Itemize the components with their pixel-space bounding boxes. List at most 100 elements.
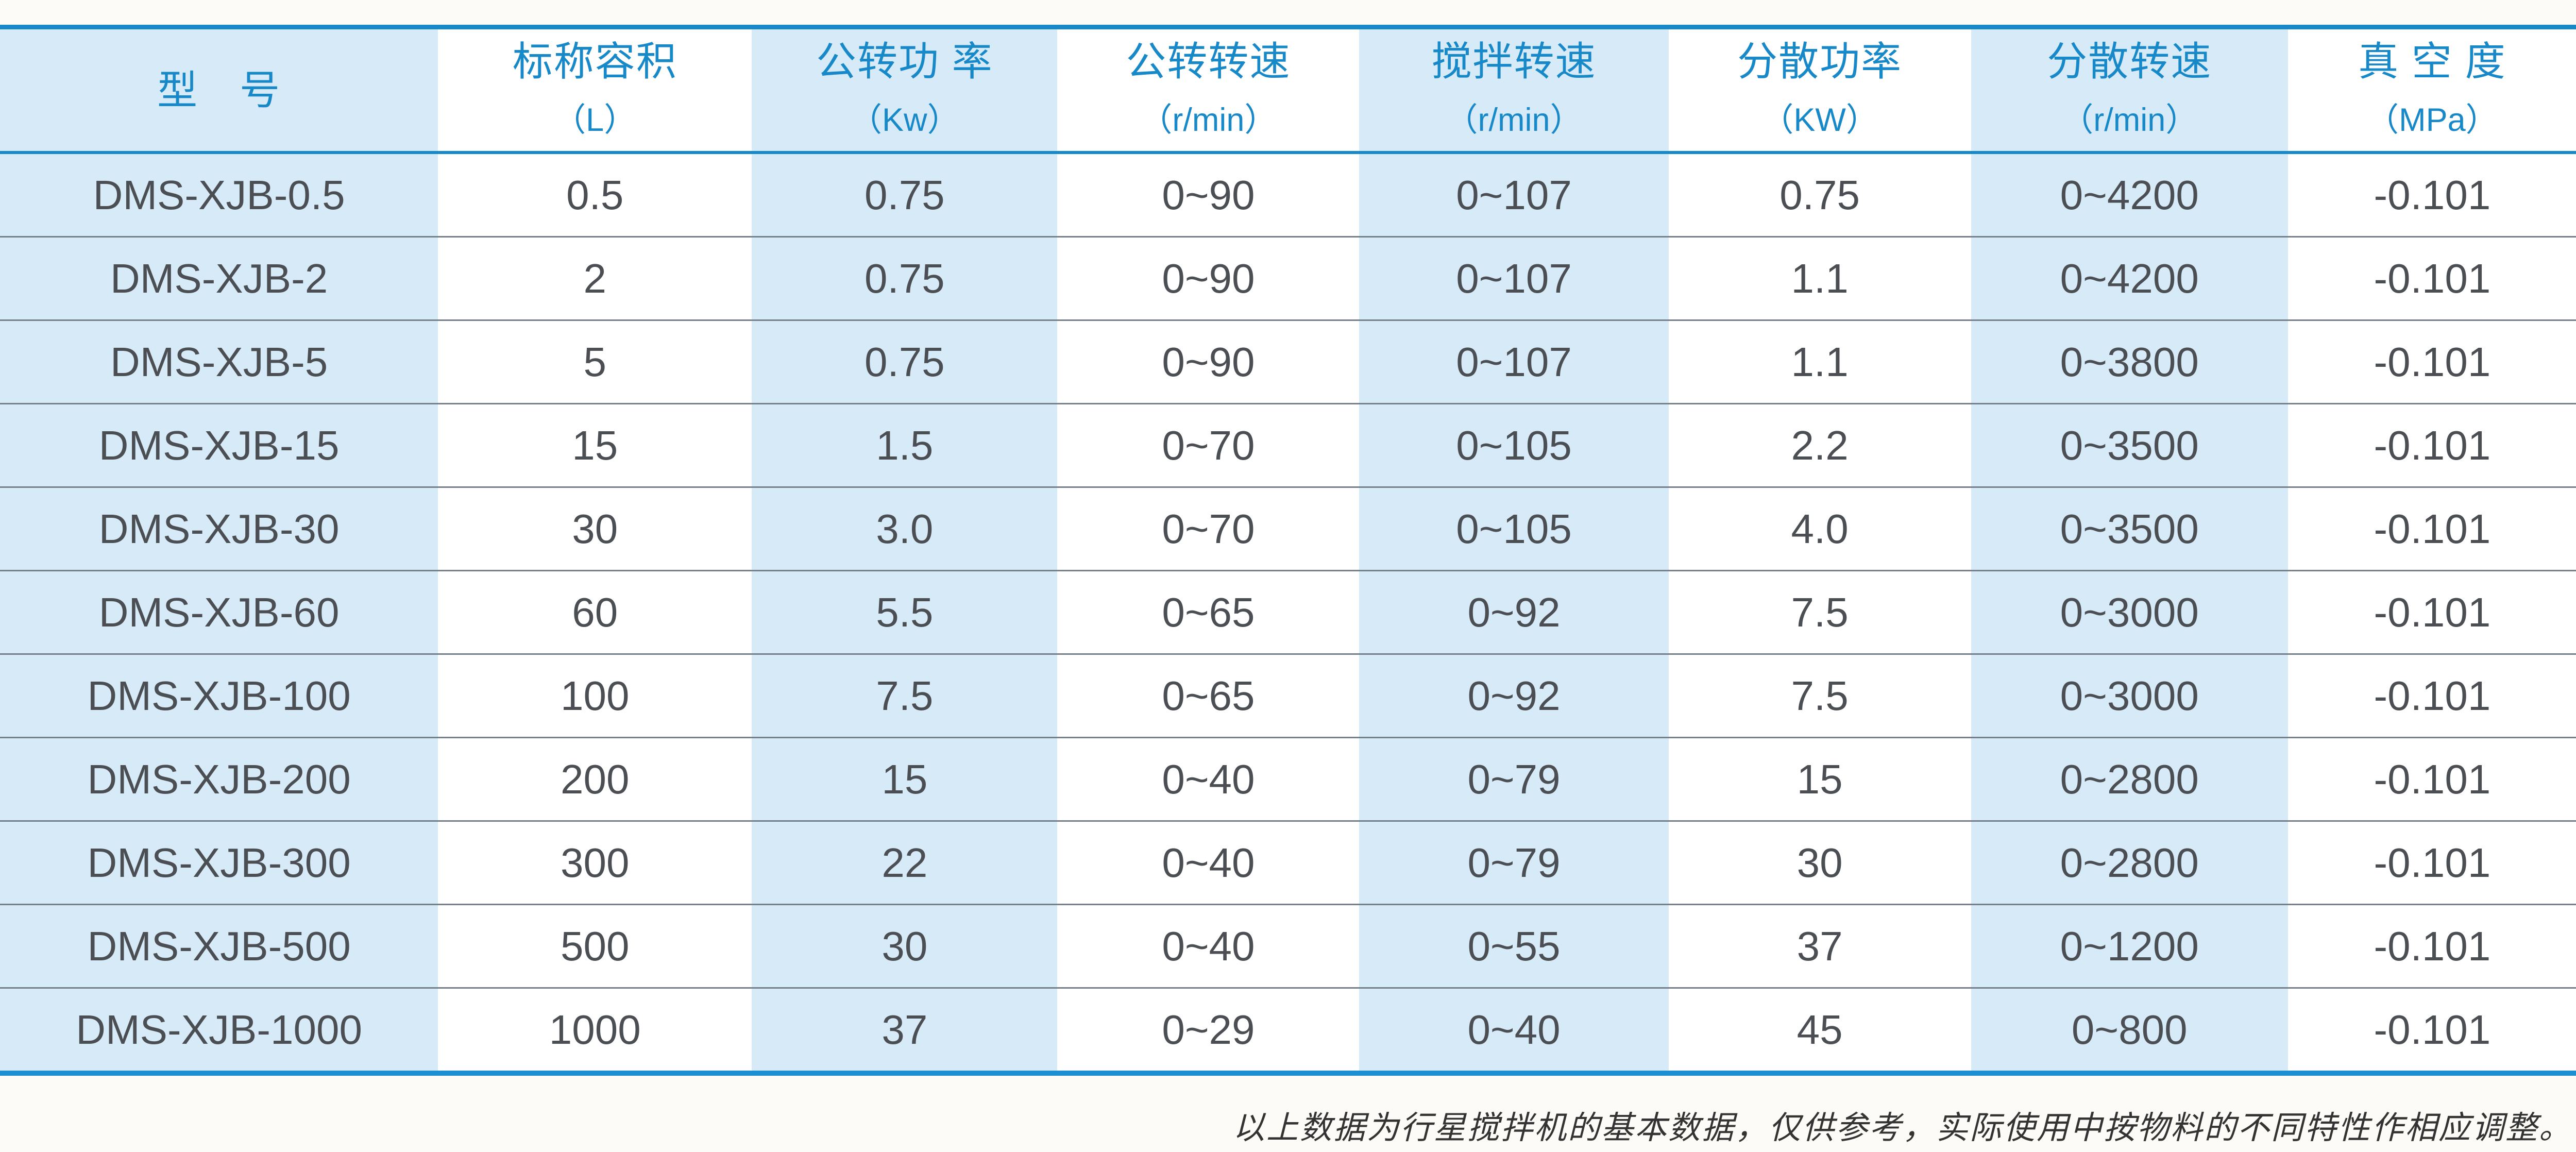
cell-value: 0~800 [1971, 987, 2288, 1073]
col-unit: （r/min） [1445, 101, 1583, 138]
col-header-revolution-power: 公转功 率 （Kw） [752, 27, 1058, 154]
cell-model: DMS-XJB-200 [0, 737, 438, 821]
col-header-dispersing-speed: 分散转速 （r/min） [1971, 27, 2288, 154]
cell-value: 0~65 [1057, 570, 1360, 654]
cell-value: 100 [438, 653, 752, 738]
cell-value: 0~90 [1057, 236, 1360, 320]
cell-model: DMS-XJB-300 [0, 820, 438, 905]
table-row: DMS-XJB-15 15 1.5 0~70 0~105 2.2 0~3500 … [0, 403, 2576, 487]
col-header-vacuum-degree: 真 空 度 （MPa） [2287, 27, 2576, 154]
table-row: DMS-XJB-200 200 15 0~40 0~79 15 0~2800 -… [0, 737, 2576, 821]
cell-value: 0~2800 [1971, 820, 2288, 905]
cell-value: 0~92 [1359, 653, 1669, 738]
cell-value: 2 [438, 236, 752, 320]
cell-value: 4.0 [1668, 486, 1971, 571]
cell-value: 0~3500 [1971, 403, 2288, 487]
cell-value: -0.101 [2287, 570, 2576, 654]
cell-value: 0~79 [1359, 820, 1669, 905]
cell-value: 7.5 [1668, 570, 1971, 654]
cell-value: 0~4200 [1971, 236, 2288, 320]
col-unit: （MPa） [2366, 101, 2498, 138]
col-header-model: 型 号 [0, 27, 438, 154]
cell-value: 15 [1668, 737, 1971, 821]
cell-value: -0.101 [2287, 319, 2576, 404]
cell-value: 22 [752, 820, 1058, 905]
cell-value: 5.5 [752, 570, 1058, 654]
cell-value: -0.101 [2287, 987, 2576, 1073]
cell-value: 0~40 [1057, 820, 1360, 905]
cell-model: DMS-XJB-500 [0, 904, 438, 988]
cell-value: 0~107 [1359, 153, 1669, 237]
col-unit: （L） [553, 101, 637, 138]
cell-model: DMS-XJB-0.5 [0, 153, 438, 237]
cell-value: 37 [1668, 904, 1971, 988]
cell-value: -0.101 [2287, 820, 2576, 905]
cell-value: 0~3800 [1971, 319, 2288, 404]
table-row: DMS-XJB-500 500 30 0~40 0~55 37 0~1200 -… [0, 904, 2576, 988]
cell-value: 0~70 [1057, 403, 1360, 487]
cell-value: 0~29 [1057, 987, 1360, 1073]
table-row: DMS-XJB-1000 1000 37 0~29 0~40 45 0~800 … [0, 987, 2576, 1073]
cell-value: 0~3500 [1971, 486, 2288, 571]
cell-value: 0~40 [1057, 737, 1360, 821]
cell-value: 0~1200 [1971, 904, 2288, 988]
cell-value: -0.101 [2287, 403, 2576, 487]
cell-value: -0.101 [2287, 236, 2576, 320]
cell-value: -0.101 [2287, 153, 2576, 237]
cell-value: 3.0 [752, 486, 1058, 571]
cell-value: 30 [438, 486, 752, 571]
cell-model: DMS-XJB-15 [0, 403, 438, 487]
cell-value: 1.1 [1668, 236, 1971, 320]
cell-model: DMS-XJB-60 [0, 570, 438, 654]
cell-value: 0~90 [1057, 319, 1360, 404]
col-title: 真 空 度 [2358, 39, 2506, 84]
cell-value: 0~2800 [1971, 737, 2288, 821]
table-row: DMS-XJB-300 300 22 0~40 0~79 30 0~2800 -… [0, 820, 2576, 905]
cell-value: 0~79 [1359, 737, 1669, 821]
footnote: 以上数据为行星搅拌机的基本数据，仅供参考，实际使用中按物料的不同特性作相应调整。 [1232, 1109, 2572, 1146]
cell-value: 0~90 [1057, 153, 1360, 237]
col-header-nominal-volume: 标称容积 （L） [438, 27, 752, 154]
cell-value: -0.101 [2287, 737, 2576, 821]
cell-value: 0~105 [1359, 403, 1669, 487]
cell-model: DMS-XJB-1000 [0, 987, 438, 1073]
cell-value: 0~3000 [1971, 570, 2288, 654]
cell-value: 0~65 [1057, 653, 1360, 738]
col-unit: （KW） [1761, 101, 1878, 138]
cell-value: 0.75 [1668, 153, 1971, 237]
col-unit: （r/min） [2061, 101, 2198, 138]
cell-model: DMS-XJB-30 [0, 486, 438, 571]
cell-value: 5 [438, 319, 752, 404]
cell-value: -0.101 [2287, 904, 2576, 988]
cell-value: 200 [438, 737, 752, 821]
cell-value: 7.5 [1668, 653, 1971, 738]
col-unit: （r/min） [1140, 101, 1277, 138]
table-row: DMS-XJB-30 30 3.0 0~70 0~105 4.0 0~3500 … [0, 486, 2576, 571]
table-row: DMS-XJB-0.5 0.5 0.75 0~90 0~107 0.75 0~4… [0, 153, 2576, 237]
col-title: 标称容积 [512, 39, 677, 84]
table-row: DMS-XJB-60 60 5.5 0~65 0~92 7.5 0~3000 -… [0, 570, 2576, 654]
cell-value: 0~40 [1359, 987, 1669, 1073]
cell-value: 15 [752, 737, 1058, 821]
cell-value: 0~107 [1359, 236, 1669, 320]
cell-value: 2.2 [1668, 403, 1971, 487]
cell-value: 30 [752, 904, 1058, 988]
cell-value: 0~3000 [1971, 653, 2288, 738]
col-title: 型 号 [157, 67, 281, 113]
cell-model: DMS-XJB-100 [0, 653, 438, 738]
cell-value: -0.101 [2287, 653, 2576, 738]
cell-value: 0~105 [1359, 486, 1669, 571]
cell-value: 0~55 [1359, 904, 1669, 988]
cell-model: DMS-XJB-5 [0, 319, 438, 404]
cell-value: 7.5 [752, 653, 1058, 738]
cell-value: 45 [1668, 987, 1971, 1073]
col-header-revolution-speed: 公转转速 （r/min） [1057, 27, 1360, 154]
col-header-stirring-speed: 搅拌转速 （r/min） [1359, 27, 1669, 154]
table-row: DMS-XJB-100 100 7.5 0~65 0~92 7.5 0~3000… [0, 653, 2576, 738]
cell-value: 1.5 [752, 403, 1058, 487]
cell-value: 30 [1668, 820, 1971, 905]
cell-value: 1000 [438, 987, 752, 1073]
cell-value: 0~4200 [1971, 153, 2288, 237]
table-row: DMS-XJB-5 5 0.75 0~90 0~107 1.1 0~3800 -… [0, 319, 2576, 404]
cell-value: 0.75 [752, 319, 1058, 404]
